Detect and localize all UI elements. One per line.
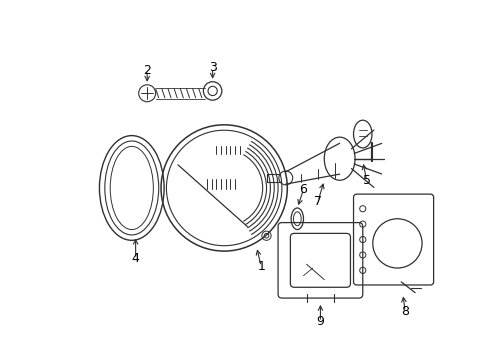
Text: 2: 2	[143, 64, 151, 77]
Text: 4: 4	[132, 252, 140, 265]
Text: 9: 9	[317, 315, 324, 328]
Text: 3: 3	[209, 61, 217, 74]
Text: 8: 8	[401, 305, 409, 318]
Text: 5: 5	[363, 174, 370, 187]
Text: 7: 7	[314, 194, 322, 208]
Text: 1: 1	[257, 260, 265, 273]
Text: 6: 6	[299, 183, 307, 196]
